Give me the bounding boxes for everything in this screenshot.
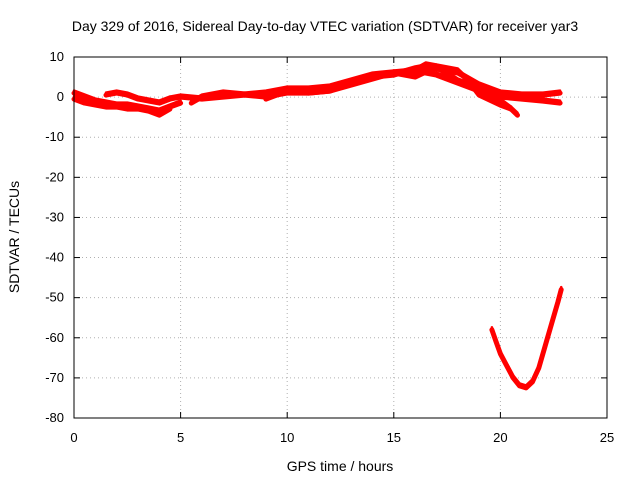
y-axis-ticks: 10 0 -10 -20 -30 -40 -50 -60 -70 -80 [45,49,607,425]
grid [74,57,607,418]
x-tick-label: 20 [493,430,507,445]
x-tick-label: 5 [177,430,184,445]
y-tick-label: -50 [45,290,64,305]
x-axis-label: GPS time / hours [287,458,394,474]
x-tick-label: 25 [600,430,614,445]
series-line-track-6 [263,64,520,118]
data-series [71,61,564,391]
series-band-track-7 [413,61,513,108]
series-band-track-5 [190,67,562,102]
x-tick-label: 10 [280,430,294,445]
series-line-track-5 [188,68,563,106]
series-band-track-6 [264,63,519,114]
y-tick-label: 10 [50,49,64,64]
x-tick-label: 0 [70,430,77,445]
y-tick-label: 0 [57,89,64,104]
series-line-track-2 [71,96,173,118]
y-tick-label: -40 [45,250,64,265]
series-band-track-3 [104,89,172,102]
y-tick-label: -80 [45,410,64,425]
y-tick-label: -20 [45,169,64,184]
y-tick-label: -30 [45,209,64,224]
y-axis-label: SDTVAR / TECUs [6,181,22,293]
y-tick-label: -60 [45,330,64,345]
series-band-track-1 [72,89,182,110]
chart-title: Day 329 of 2016, Sidereal Day-to-day VTE… [72,18,578,34]
x-axis-ticks: 0 5 10 15 20 25 [70,57,614,445]
x-tick-label: 15 [387,430,401,445]
plot-frame [73,56,608,419]
series-line-track-7 [412,62,514,112]
y-tick-label: -10 [45,129,64,144]
series-line-track-3 [103,90,173,106]
series-band-track-8 [490,285,563,387]
y-tick-label: -70 [45,370,64,385]
series-band-track-2 [72,95,172,114]
series-line-track-8 [489,287,564,391]
